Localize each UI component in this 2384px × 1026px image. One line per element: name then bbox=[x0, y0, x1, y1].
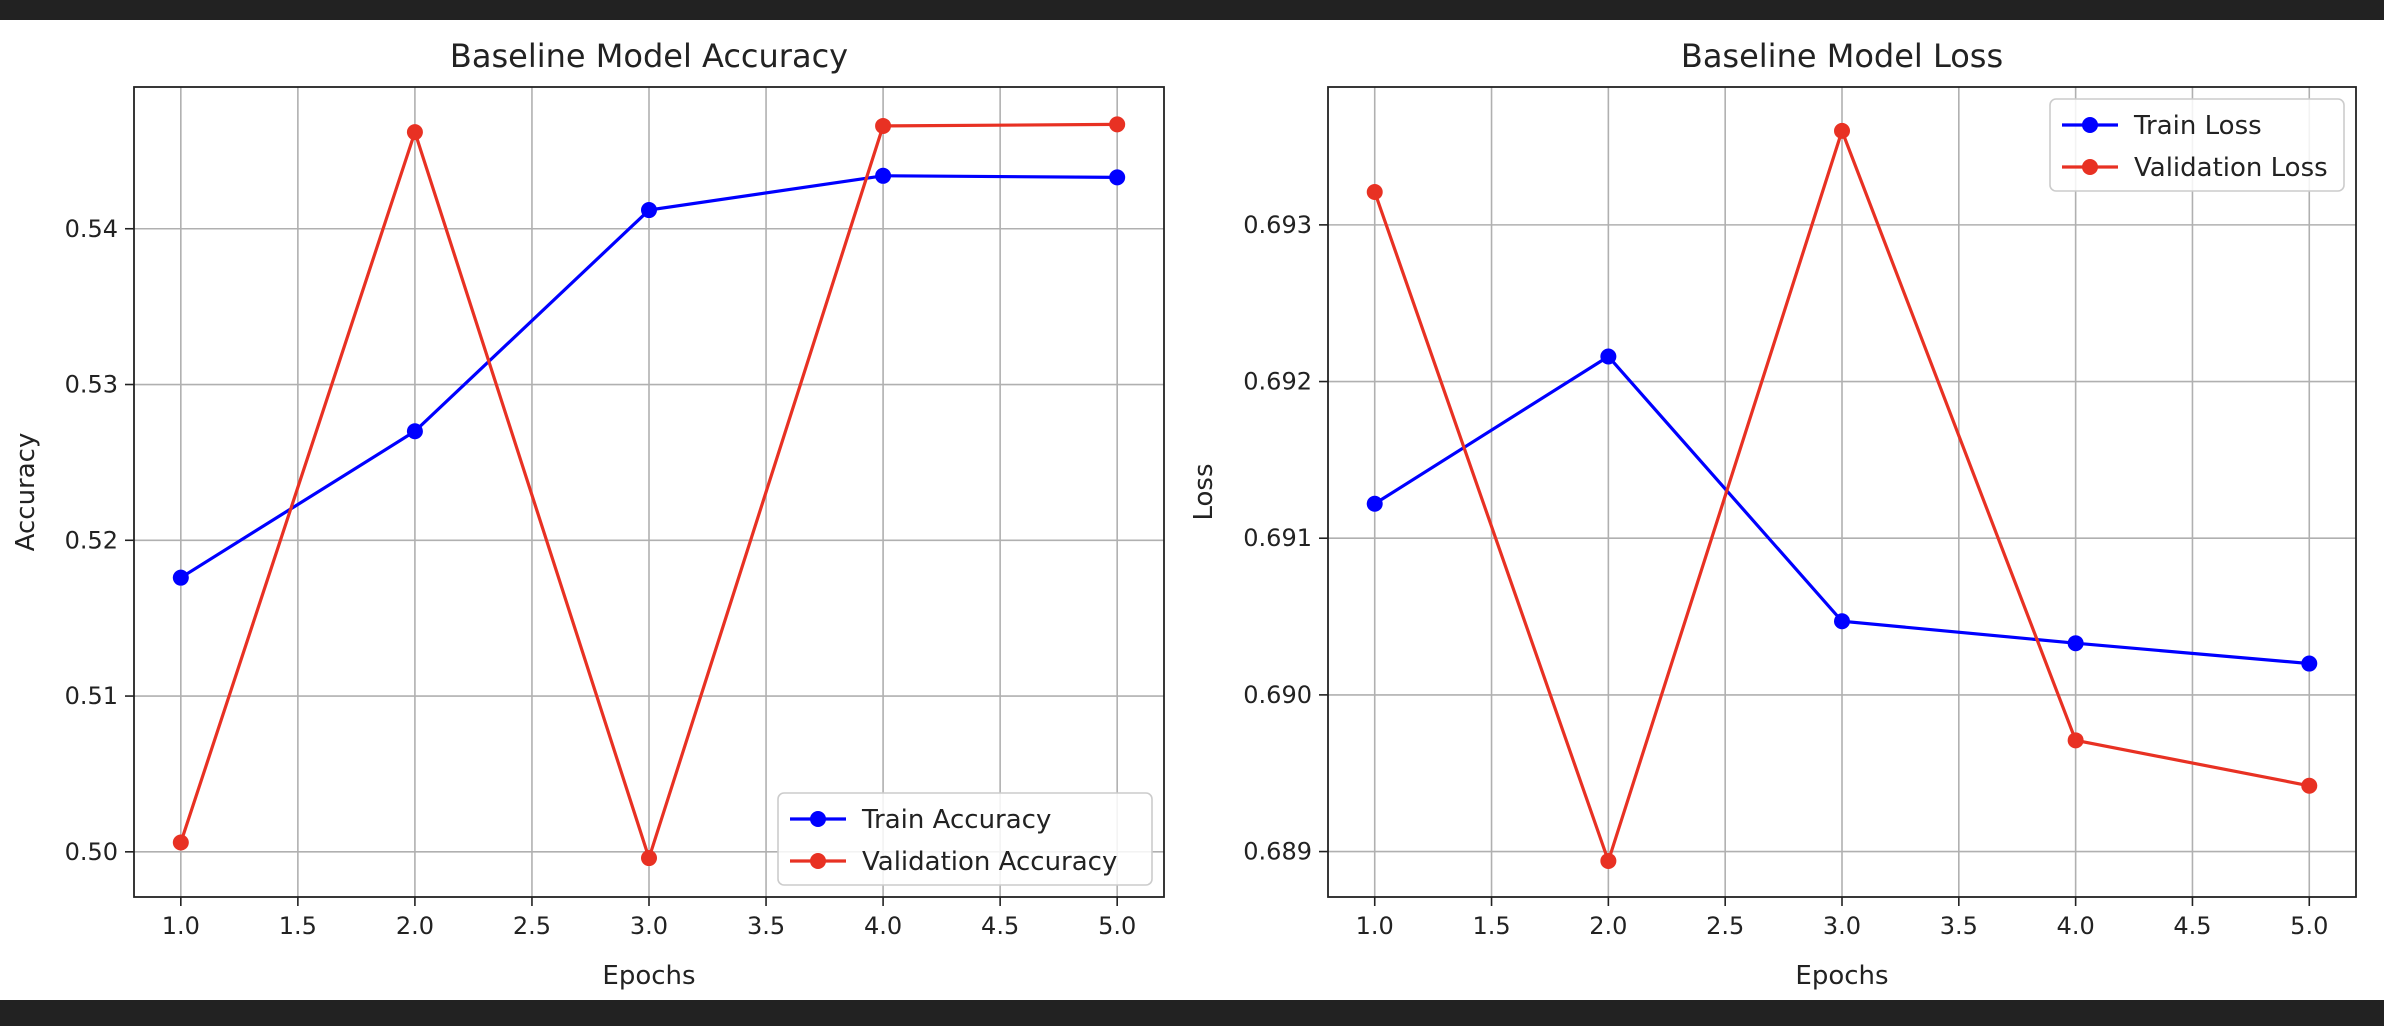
chart1-legend: Train Accuracy Validation Accuracy bbox=[777, 792, 1153, 886]
chart2-series-2-point bbox=[1600, 852, 1617, 869]
charts-canvas: 1.0 1.5 2.0 2.5 3.0 3.5 4.0 4.5 5.0 0.50 0.51 0.52 0… bbox=[11, 37, 2357, 991]
chart1-legend-label-1: Train Accuracy bbox=[861, 805, 1051, 835]
chart1-x-tick-label: 1.0 bbox=[162, 912, 200, 940]
chart2-x-tick-label: 5.0 bbox=[2290, 912, 2328, 940]
chart1-y-tick-label: 0.51 bbox=[65, 682, 118, 710]
chart2-legend-swatch-marker bbox=[2082, 159, 2098, 175]
chart2-series-2-point bbox=[2301, 777, 2318, 794]
chart2-y-axis-label: Loss bbox=[1189, 463, 1219, 520]
chart2-y-tick-label: 0.691 bbox=[1243, 524, 1312, 552]
chart2-series-2-point bbox=[1366, 183, 1383, 200]
chart2-legend-box bbox=[2049, 98, 2345, 192]
chart1-x-tick-label: 3.0 bbox=[630, 912, 668, 940]
chart1-x-tick-label: 4.5 bbox=[981, 912, 1019, 940]
chart1-series-1-point bbox=[1109, 169, 1126, 186]
chart1-panel: 1.0 1.5 2.0 2.5 3.0 3.5 4.0 4.5 5.0 0.50 0.51 0.52 0… bbox=[11, 37, 1165, 991]
chart2-legend-label-2: Validation Loss bbox=[2134, 153, 2328, 183]
chart1-x-tick-label: 1.5 bbox=[279, 912, 317, 940]
chart2-series-1-point bbox=[2067, 635, 2084, 652]
chart1-x-tick-label: 2.0 bbox=[396, 912, 434, 940]
chart2-y-tick-label: 0.689 bbox=[1243, 838, 1312, 866]
chart1-series-1-point bbox=[875, 167, 892, 184]
chart2-series-1-point bbox=[1366, 495, 1383, 512]
chart1-series-1-point bbox=[641, 202, 657, 219]
chart1-legend-swatch-marker bbox=[810, 853, 826, 869]
chart2-x-axis-label: Epochs bbox=[1795, 961, 1888, 991]
chart1-y-tick-label: 0.53 bbox=[65, 371, 118, 399]
chart1-series-2-point bbox=[406, 124, 423, 141]
chart2-series-1-point bbox=[1600, 348, 1617, 365]
chart1-series-2-point bbox=[1109, 116, 1126, 133]
chart2-x-tick-label: 1.0 bbox=[1356, 912, 1394, 940]
chart2-x-tick-label: 4.5 bbox=[2173, 912, 2211, 940]
chart2-axes-frame bbox=[1327, 86, 2357, 898]
chart1-series-2-point bbox=[875, 117, 892, 134]
chart2-legend-swatch-marker bbox=[2082, 117, 2098, 133]
chart2-y-tick-label: 0.690 bbox=[1243, 681, 1312, 709]
chart2-x-tick-label: 4.0 bbox=[2057, 912, 2095, 940]
chart2-title: Baseline Model Loss bbox=[1681, 37, 2003, 75]
chart1-series-1-point bbox=[406, 423, 423, 440]
chart2-legend: Train Loss Validation Loss bbox=[2049, 98, 2345, 192]
chart2-series-2-point bbox=[1834, 122, 1850, 139]
chart2-series-1-point bbox=[1834, 613, 1850, 630]
chart2-series-2-point bbox=[2067, 732, 2084, 749]
chart1-x-tick-label: 3.5 bbox=[747, 912, 785, 940]
chart1-series-1-point bbox=[172, 569, 189, 586]
chart1-x-tick-label: 2.5 bbox=[513, 912, 551, 940]
chart1-x-tick-label: 4.0 bbox=[864, 912, 902, 940]
chart2-series-1-point bbox=[2301, 655, 2318, 672]
chart1-x-axis-label: Epochs bbox=[602, 961, 695, 991]
chart2-panel: 1.0 1.5 2.0 2.5 3.0 3.5 4.0 4.5 5.0 0.689 0.690 0.6… bbox=[1189, 37, 2357, 991]
chart1-series-2-point bbox=[172, 834, 189, 851]
chart2-x-tick-label: 3.0 bbox=[1823, 912, 1861, 940]
figure: 1.0 1.5 2.0 2.5 3.0 3.5 4.0 4.5 5.0 0.50 0.51 0.52 0… bbox=[0, 20, 2384, 1000]
chart1-axes-frame bbox=[133, 86, 1165, 898]
chart1-y-axis-label: Accuracy bbox=[11, 433, 41, 552]
chart1-legend-swatch-marker bbox=[810, 811, 826, 827]
chart1-x-tick-label: 5.0 bbox=[1098, 912, 1136, 940]
chart2-x-tick-label: 2.0 bbox=[1589, 912, 1627, 940]
chart2-y-tick-label: 0.692 bbox=[1243, 368, 1312, 396]
chart1-y-tick-label: 0.54 bbox=[65, 215, 118, 243]
chart2-x-tick-label: 1.5 bbox=[1472, 912, 1510, 940]
chart2-x-tick-label: 3.5 bbox=[1940, 912, 1978, 940]
chart1-title: Baseline Model Accuracy bbox=[450, 37, 848, 75]
chart1-series-2-point bbox=[641, 850, 657, 867]
chart1-y-tick-label: 0.52 bbox=[65, 526, 118, 554]
chart1-y-tick-label: 0.50 bbox=[65, 838, 118, 866]
chart2-y-tick-label: 0.693 bbox=[1243, 211, 1312, 239]
chart1-legend-box bbox=[777, 792, 1153, 886]
chart2-legend-label-1: Train Loss bbox=[2133, 111, 2262, 141]
chart1-legend-label-2: Validation Accuracy bbox=[862, 847, 1117, 877]
chart2-x-tick-label: 2.5 bbox=[1706, 912, 1744, 940]
